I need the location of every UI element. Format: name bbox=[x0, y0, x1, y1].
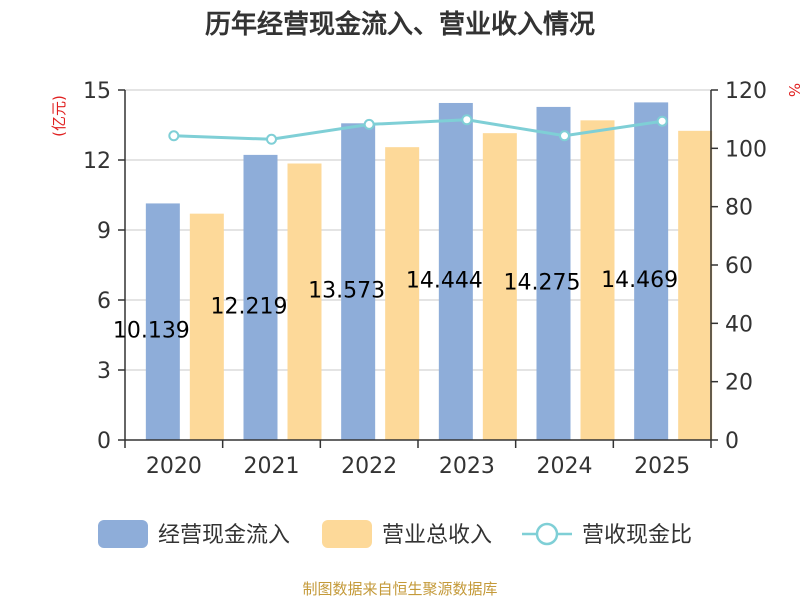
legend-marker bbox=[535, 522, 559, 546]
bar-revenue bbox=[580, 120, 615, 440]
y-left-tick-label: 9 bbox=[97, 219, 111, 244]
data-label: 14.444 bbox=[406, 268, 483, 293]
line-ratio bbox=[173, 118, 663, 141]
y-left-tick-label: 12 bbox=[83, 149, 111, 174]
legend: 经营现金流入 营业总收入 营收现金比 bbox=[98, 520, 692, 548]
bar-cash-inflow bbox=[634, 102, 669, 440]
legend-swatch bbox=[98, 520, 148, 548]
data-label-left: 14.469 bbox=[601, 268, 678, 293]
line-point bbox=[656, 115, 668, 127]
y-right-tick-label: 120 bbox=[725, 79, 767, 104]
bar-cash-inflow bbox=[341, 123, 376, 441]
y-right-tick-label: 100 bbox=[725, 137, 767, 162]
bar-cash-inflow bbox=[145, 203, 180, 440]
y-right-tick-label: 20 bbox=[725, 371, 753, 396]
y-left-tick-label: 6 bbox=[97, 289, 111, 314]
line-point bbox=[266, 133, 277, 145]
data-label-left: 14.275 bbox=[504, 270, 581, 295]
y-right-tick-label: 80 bbox=[725, 196, 753, 221]
line-point bbox=[363, 118, 375, 130]
x-tick-label: 2022 bbox=[341, 454, 397, 479]
bar-cash-inflow bbox=[243, 154, 278, 440]
x-tick-label: 2021 bbox=[244, 454, 300, 479]
y-right-axis-label: % bbox=[785, 83, 800, 97]
legend-swatch bbox=[322, 520, 372, 548]
y-left-tick-label: 15 bbox=[83, 79, 111, 104]
line-layer bbox=[168, 114, 668, 145]
y-right-tick-label: 40 bbox=[725, 312, 753, 337]
x-tick-label: 2020 bbox=[146, 454, 202, 479]
line-point bbox=[461, 114, 473, 126]
y-right-tick-label: 0 bbox=[725, 429, 739, 454]
data-label-left: 12.219 bbox=[211, 294, 288, 319]
bar-cash-inflow bbox=[438, 102, 473, 441]
data-label: 14.469 bbox=[601, 268, 678, 293]
chart-title: 历年经营现金流入、营业收入情况 bbox=[204, 10, 595, 40]
bar-revenue bbox=[385, 147, 420, 440]
data-label-left: 14.444 bbox=[406, 268, 483, 293]
data-label: 13.573 bbox=[308, 279, 385, 304]
x-tick-label: 2023 bbox=[439, 454, 495, 479]
bar-revenue bbox=[678, 130, 713, 441]
line-point bbox=[168, 130, 180, 142]
x-tick-label: 2024 bbox=[537, 454, 593, 479]
data-label-left: 10.139 bbox=[113, 319, 190, 344]
source-note: 制图数据来自恒生聚源数据库 bbox=[302, 580, 498, 598]
legend-label: 营业总收入 bbox=[382, 523, 492, 548]
bars-layer bbox=[145, 102, 713, 441]
bar-revenue bbox=[189, 213, 224, 440]
data-label: 10.139 bbox=[113, 319, 190, 344]
bar-revenue bbox=[287, 163, 322, 440]
data-label: 14.275 bbox=[504, 270, 581, 295]
legend-label: 营收现金比 bbox=[582, 523, 692, 548]
x-tick-label: 2025 bbox=[634, 454, 690, 479]
data-label-left: 13.573 bbox=[308, 279, 385, 304]
axes-layer: 0 3 6 9 12 15 0 20 40 60 80 100 120 2020 2021 2022 2023 2… bbox=[50, 79, 800, 479]
data-label: 12.219 bbox=[211, 294, 288, 319]
y-right-tick-label: 60 bbox=[725, 254, 753, 279]
line-point bbox=[559, 130, 570, 142]
labels-layer: 10.13910.13912.21912.21913.57313.57314.4… bbox=[113, 268, 678, 344]
y-left-tick-label: 0 bbox=[97, 429, 111, 454]
legend-label: 经营现金流入 bbox=[158, 523, 290, 548]
y-left-axis-label: (亿元) bbox=[50, 95, 68, 137]
bar-cash-inflow bbox=[536, 106, 571, 441]
y-left-tick-label: 3 bbox=[97, 359, 111, 384]
bar-revenue bbox=[482, 133, 517, 440]
